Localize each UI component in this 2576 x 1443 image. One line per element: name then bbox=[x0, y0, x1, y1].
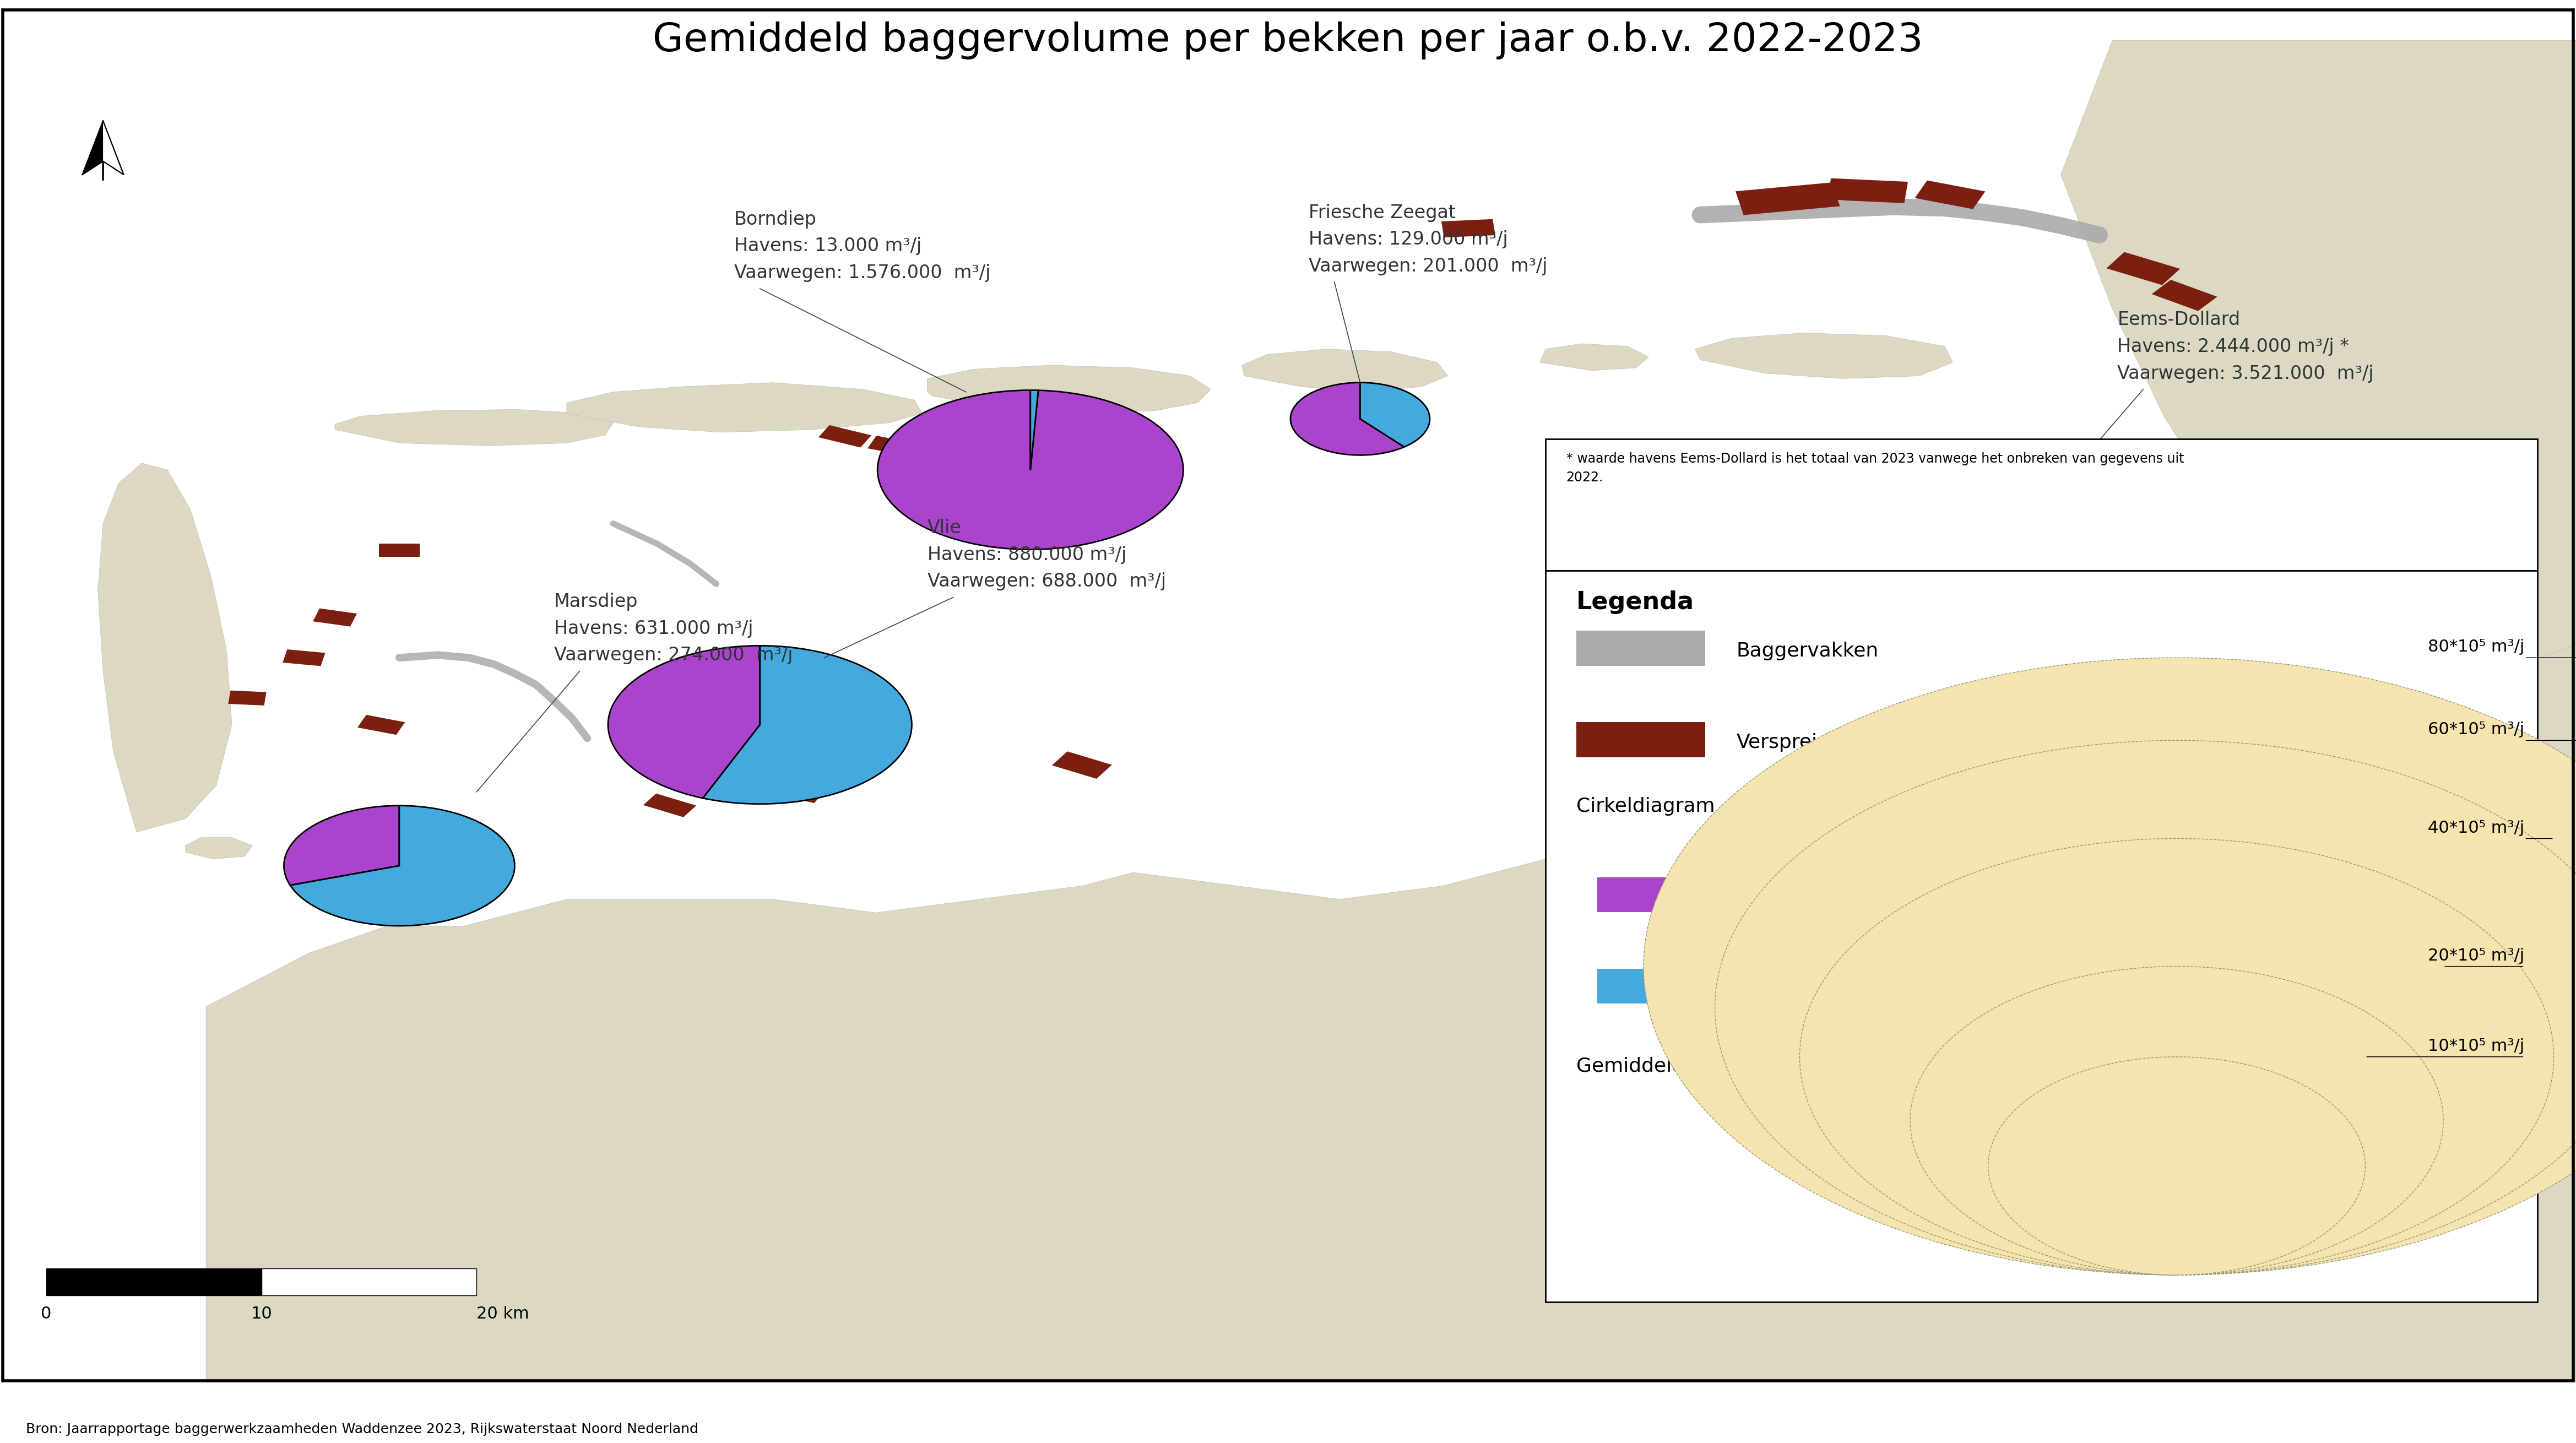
Wedge shape bbox=[283, 805, 399, 886]
Text: 10*10⁵ m³/j: 10*10⁵ m³/j bbox=[2429, 1038, 2524, 1053]
Text: 60*10⁵ m³/j: 60*10⁵ m³/j bbox=[2429, 722, 2524, 737]
Polygon shape bbox=[335, 410, 613, 446]
Text: Bron: Jaarrapportage baggerwerkzaamheden Waddenzee 2023, Rijkswaterstaat Noord N: Bron: Jaarrapportage baggerwerkzaamheden… bbox=[26, 1423, 698, 1436]
Text: Legenda: Legenda bbox=[1577, 590, 1695, 615]
Bar bbox=[1826, 179, 1909, 203]
Polygon shape bbox=[185, 837, 252, 859]
Text: Borndiep
Havens: 13.000 m³/j
Vaarwegen: 1.576.000  m³/j: Borndiep Havens: 13.000 m³/j Vaarwegen: … bbox=[734, 211, 992, 281]
Bar bbox=[229, 691, 265, 706]
Bar bbox=[46, 1268, 263, 1296]
Text: 20 km: 20 km bbox=[477, 1306, 528, 1322]
Text: Marsdiep
Havens: 631.000 m³/j
Vaarwegen: 274.000  m³/j: Marsdiep Havens: 631.000 m³/j Vaarwegen:… bbox=[554, 593, 793, 664]
Bar bbox=[2151, 280, 2218, 312]
Wedge shape bbox=[291, 805, 515, 926]
Wedge shape bbox=[608, 645, 760, 798]
Wedge shape bbox=[1739, 476, 2195, 785]
Text: Friesche Zeegat
Havens: 129.000 m³/j
Vaarwegen: 201.000  m³/j: Friesche Zeegat Havens: 129.000 m³/j Vaa… bbox=[1309, 203, 1548, 276]
Text: Gemiddeld baggervolume per bekken per jaar o.b.v. 2022-2023: Gemiddeld baggervolume per bekken per ja… bbox=[652, 22, 1924, 59]
Polygon shape bbox=[567, 382, 922, 433]
Polygon shape bbox=[927, 365, 1211, 414]
Wedge shape bbox=[1030, 390, 1038, 470]
Polygon shape bbox=[98, 463, 232, 833]
Polygon shape bbox=[1242, 349, 1448, 392]
Bar bbox=[358, 714, 404, 734]
Wedge shape bbox=[1360, 382, 1430, 447]
Text: 0: 0 bbox=[41, 1306, 52, 1322]
Bar bbox=[819, 426, 871, 447]
Polygon shape bbox=[103, 121, 124, 175]
Polygon shape bbox=[206, 644, 2576, 1382]
Bar bbox=[283, 649, 325, 667]
Polygon shape bbox=[2061, 40, 2576, 684]
Text: 80*10⁵ m³/j: 80*10⁵ m³/j bbox=[2429, 639, 2524, 655]
Text: Cirkeldiagram: Cirkeldiagram bbox=[1577, 797, 1716, 815]
Wedge shape bbox=[1291, 382, 1404, 455]
Bar bbox=[1597, 877, 1705, 912]
Bar bbox=[312, 609, 358, 626]
Bar bbox=[1577, 722, 1705, 758]
Bar bbox=[1914, 180, 1986, 209]
Ellipse shape bbox=[1643, 658, 2576, 1276]
Bar bbox=[868, 436, 914, 456]
Bar bbox=[1051, 752, 1113, 779]
Bar bbox=[644, 794, 696, 817]
Bar bbox=[2107, 253, 2179, 286]
Bar bbox=[1736, 182, 1839, 215]
Text: Havens: Havens bbox=[1736, 980, 1811, 999]
Bar bbox=[379, 544, 420, 557]
Text: 10: 10 bbox=[250, 1306, 273, 1322]
Polygon shape bbox=[1540, 343, 1649, 371]
Ellipse shape bbox=[1716, 740, 2576, 1276]
Text: Vaarwegen: Vaarwegen bbox=[1736, 887, 1847, 906]
Text: Baggervakken: Baggervakken bbox=[1736, 642, 1878, 661]
Bar bbox=[1443, 219, 1494, 238]
Bar bbox=[1546, 570, 2537, 1302]
Text: Verspreidingsvakken: Verspreidingsvakken bbox=[1736, 733, 1942, 752]
Text: * waarde havens Eems-Dollard is het totaal van 2023 vanwege het onbreken van geg: * waarde havens Eems-Dollard is het tota… bbox=[1566, 453, 2184, 483]
Text: Gemiddeld Baggeren (m³/j): Gemiddeld Baggeren (m³/j) bbox=[1577, 1056, 1847, 1075]
Ellipse shape bbox=[1989, 1056, 2365, 1276]
Text: Vlie
Havens: 880.000 m³/j
Vaarwegen: 688.000  m³/j: Vlie Havens: 880.000 m³/j Vaarwegen: 688… bbox=[927, 519, 1167, 590]
Text: 20*10⁵ m³/j: 20*10⁵ m³/j bbox=[2429, 948, 2524, 964]
Polygon shape bbox=[1695, 333, 1953, 378]
Bar bbox=[1546, 439, 2537, 570]
Bar bbox=[773, 781, 824, 804]
Text: Eems-Dollard
Havens: 2.444.000 m³/j *
Vaarwegen: 3.521.000  m³/j: Eems-Dollard Havens: 2.444.000 m³/j * Va… bbox=[2117, 310, 2375, 382]
Wedge shape bbox=[2035, 476, 2331, 760]
Wedge shape bbox=[703, 645, 912, 804]
Bar bbox=[263, 1268, 477, 1296]
Wedge shape bbox=[878, 390, 1182, 550]
Ellipse shape bbox=[1801, 838, 2553, 1276]
Bar bbox=[1597, 968, 1705, 1003]
Ellipse shape bbox=[1909, 967, 2442, 1276]
Text: 40*10⁵ m³/j: 40*10⁵ m³/j bbox=[2429, 820, 2524, 835]
Polygon shape bbox=[82, 121, 103, 175]
Bar bbox=[1577, 631, 1705, 665]
